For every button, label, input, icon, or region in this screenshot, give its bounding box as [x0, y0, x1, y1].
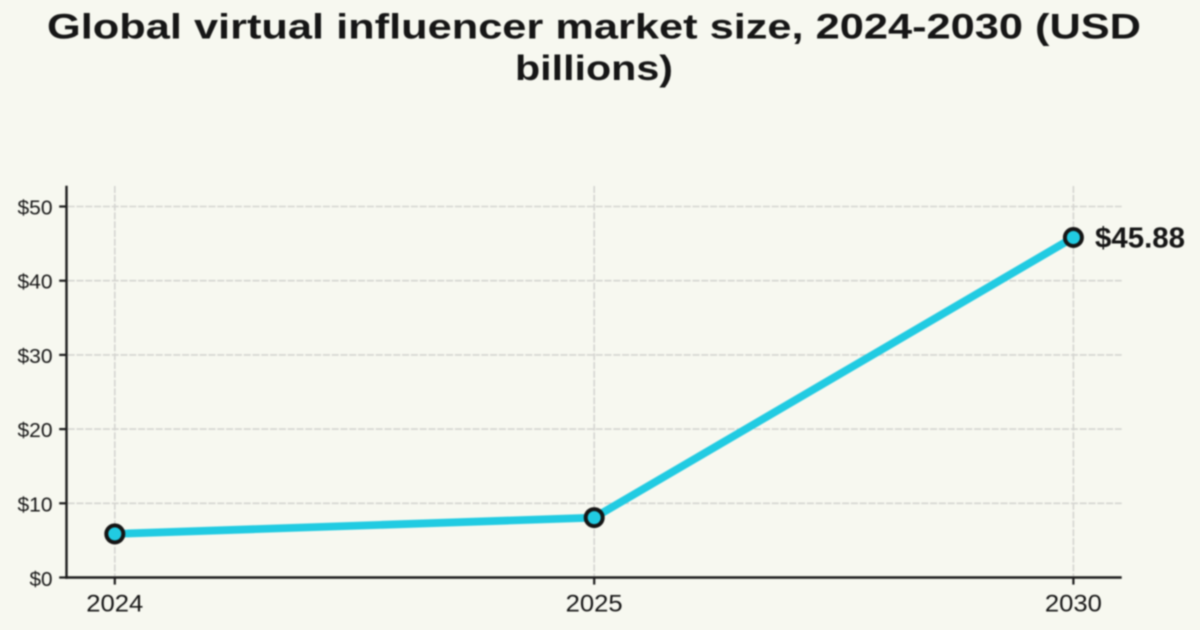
svg-text:2025: 2025: [566, 591, 623, 618]
svg-text:$0: $0: [30, 569, 53, 591]
svg-text:Global virtual influencer mark: Global virtual influencer market size, 2…: [47, 8, 1141, 47]
svg-text:billions): billions): [515, 49, 673, 88]
svg-text:$30: $30: [18, 346, 53, 368]
svg-text:2024: 2024: [86, 591, 143, 618]
svg-text:$20: $20: [18, 420, 53, 442]
svg-text:$50: $50: [18, 198, 53, 220]
svg-text:$40: $40: [18, 272, 53, 294]
svg-text:$10: $10: [18, 494, 53, 516]
svg-text:$45.88: $45.88: [1095, 223, 1185, 255]
svg-text:2030: 2030: [1045, 591, 1102, 618]
